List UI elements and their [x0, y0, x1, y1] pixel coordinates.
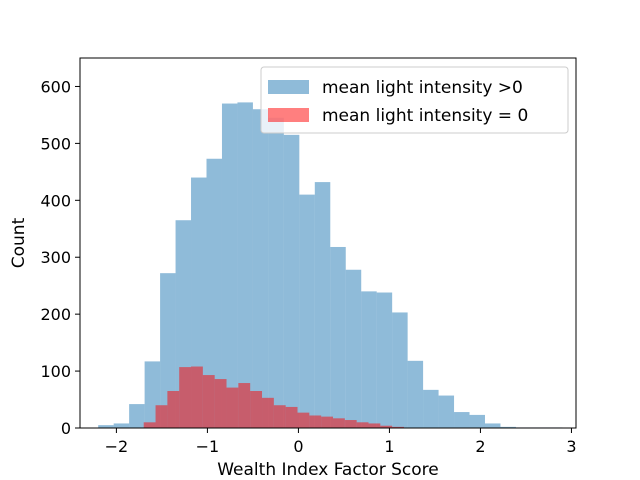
histogram-bar — [206, 158, 222, 428]
histogram-bar — [214, 379, 227, 428]
histogram-bar — [314, 182, 331, 428]
histogram-bar — [250, 391, 263, 428]
histogram-bar — [392, 312, 408, 428]
x-tick-label: 0 — [293, 437, 303, 456]
legend: mean light intensity >0 mean light inten… — [260, 66, 569, 134]
histogram-bar — [191, 366, 203, 428]
plot-frame — [79, 57, 577, 429]
histogram-bar — [454, 412, 470, 428]
x-tick-label: −2 — [105, 437, 129, 456]
y-axis: 0 100 200 300 400 500 600 — [40, 77, 80, 438]
histogram-bar — [268, 117, 284, 429]
y-tick-label: 300 — [40, 248, 71, 267]
histogram-bar — [221, 103, 238, 428]
histogram-bar — [160, 273, 176, 428]
histogram-bar — [321, 416, 333, 428]
x-tick-label: −1 — [196, 437, 220, 456]
histogram-bar — [330, 246, 346, 428]
histogram-bar — [380, 425, 393, 428]
series-0-bars — [98, 102, 563, 429]
series-1-bars — [143, 366, 404, 428]
histogram-bar — [167, 391, 180, 428]
histogram-bar — [273, 405, 286, 428]
bars-layer — [98, 102, 563, 429]
histogram-bar — [129, 404, 145, 428]
histogram-bar — [361, 291, 377, 428]
histogram-bar — [226, 387, 239, 428]
histogram-bar — [368, 423, 381, 428]
legend-swatch-light-zero — [268, 108, 309, 122]
histogram-bar — [376, 292, 393, 428]
legend-label-light-zero: mean light intensity = 0 — [322, 106, 528, 126]
y-tick-label: 0 — [61, 419, 71, 438]
histogram-bar — [283, 134, 300, 428]
x-axis: −2 −1 0 1 2 3 — [105, 428, 577, 456]
histogram-bar — [285, 406, 298, 428]
histogram-bar — [333, 418, 345, 428]
histogram-bar — [469, 414, 485, 428]
histogram-bar — [113, 423, 130, 428]
x-tick-label: 1 — [384, 437, 394, 456]
histogram-bar — [155, 405, 168, 428]
histogram-bar — [202, 375, 215, 428]
y-tick-label: 200 — [40, 305, 71, 324]
histogram-bar — [238, 383, 251, 428]
y-tick-label: 100 — [40, 362, 71, 381]
histogram-bar — [252, 109, 269, 428]
histogram-bar — [345, 269, 362, 428]
histogram-bar — [407, 360, 424, 428]
histogram-bar — [191, 177, 207, 428]
histogram-bar — [237, 102, 253, 429]
histogram-bar — [299, 194, 315, 428]
histogram-bar — [262, 397, 274, 428]
histogram-bar — [484, 423, 501, 428]
y-tick-label: 600 — [40, 77, 71, 96]
histogram-bar — [98, 425, 114, 428]
legend-box — [260, 66, 569, 134]
histogram-bar — [143, 422, 156, 428]
histogram-bar — [423, 389, 439, 428]
x-tick-label: 2 — [475, 437, 485, 456]
histogram-bar — [297, 412, 310, 428]
histogram-bar — [179, 367, 192, 428]
histogram-bar — [438, 395, 455, 428]
legend-label-light-positive: mean light intensity >0 — [322, 78, 523, 98]
histogram-bar — [344, 420, 357, 428]
histogram-bar — [500, 426, 516, 428]
x-axis-label: Wealth Index Factor Score — [217, 460, 439, 480]
y-tick-label: 400 — [40, 191, 71, 210]
y-tick-label: 500 — [40, 134, 71, 153]
histogram-bar — [356, 422, 369, 428]
x-tick-label: 3 — [566, 437, 576, 456]
histogram-bar — [309, 415, 322, 428]
legend-swatch-light-positive — [268, 80, 309, 94]
y-axis-label: Count — [9, 217, 29, 268]
histogram-bar — [392, 426, 404, 428]
